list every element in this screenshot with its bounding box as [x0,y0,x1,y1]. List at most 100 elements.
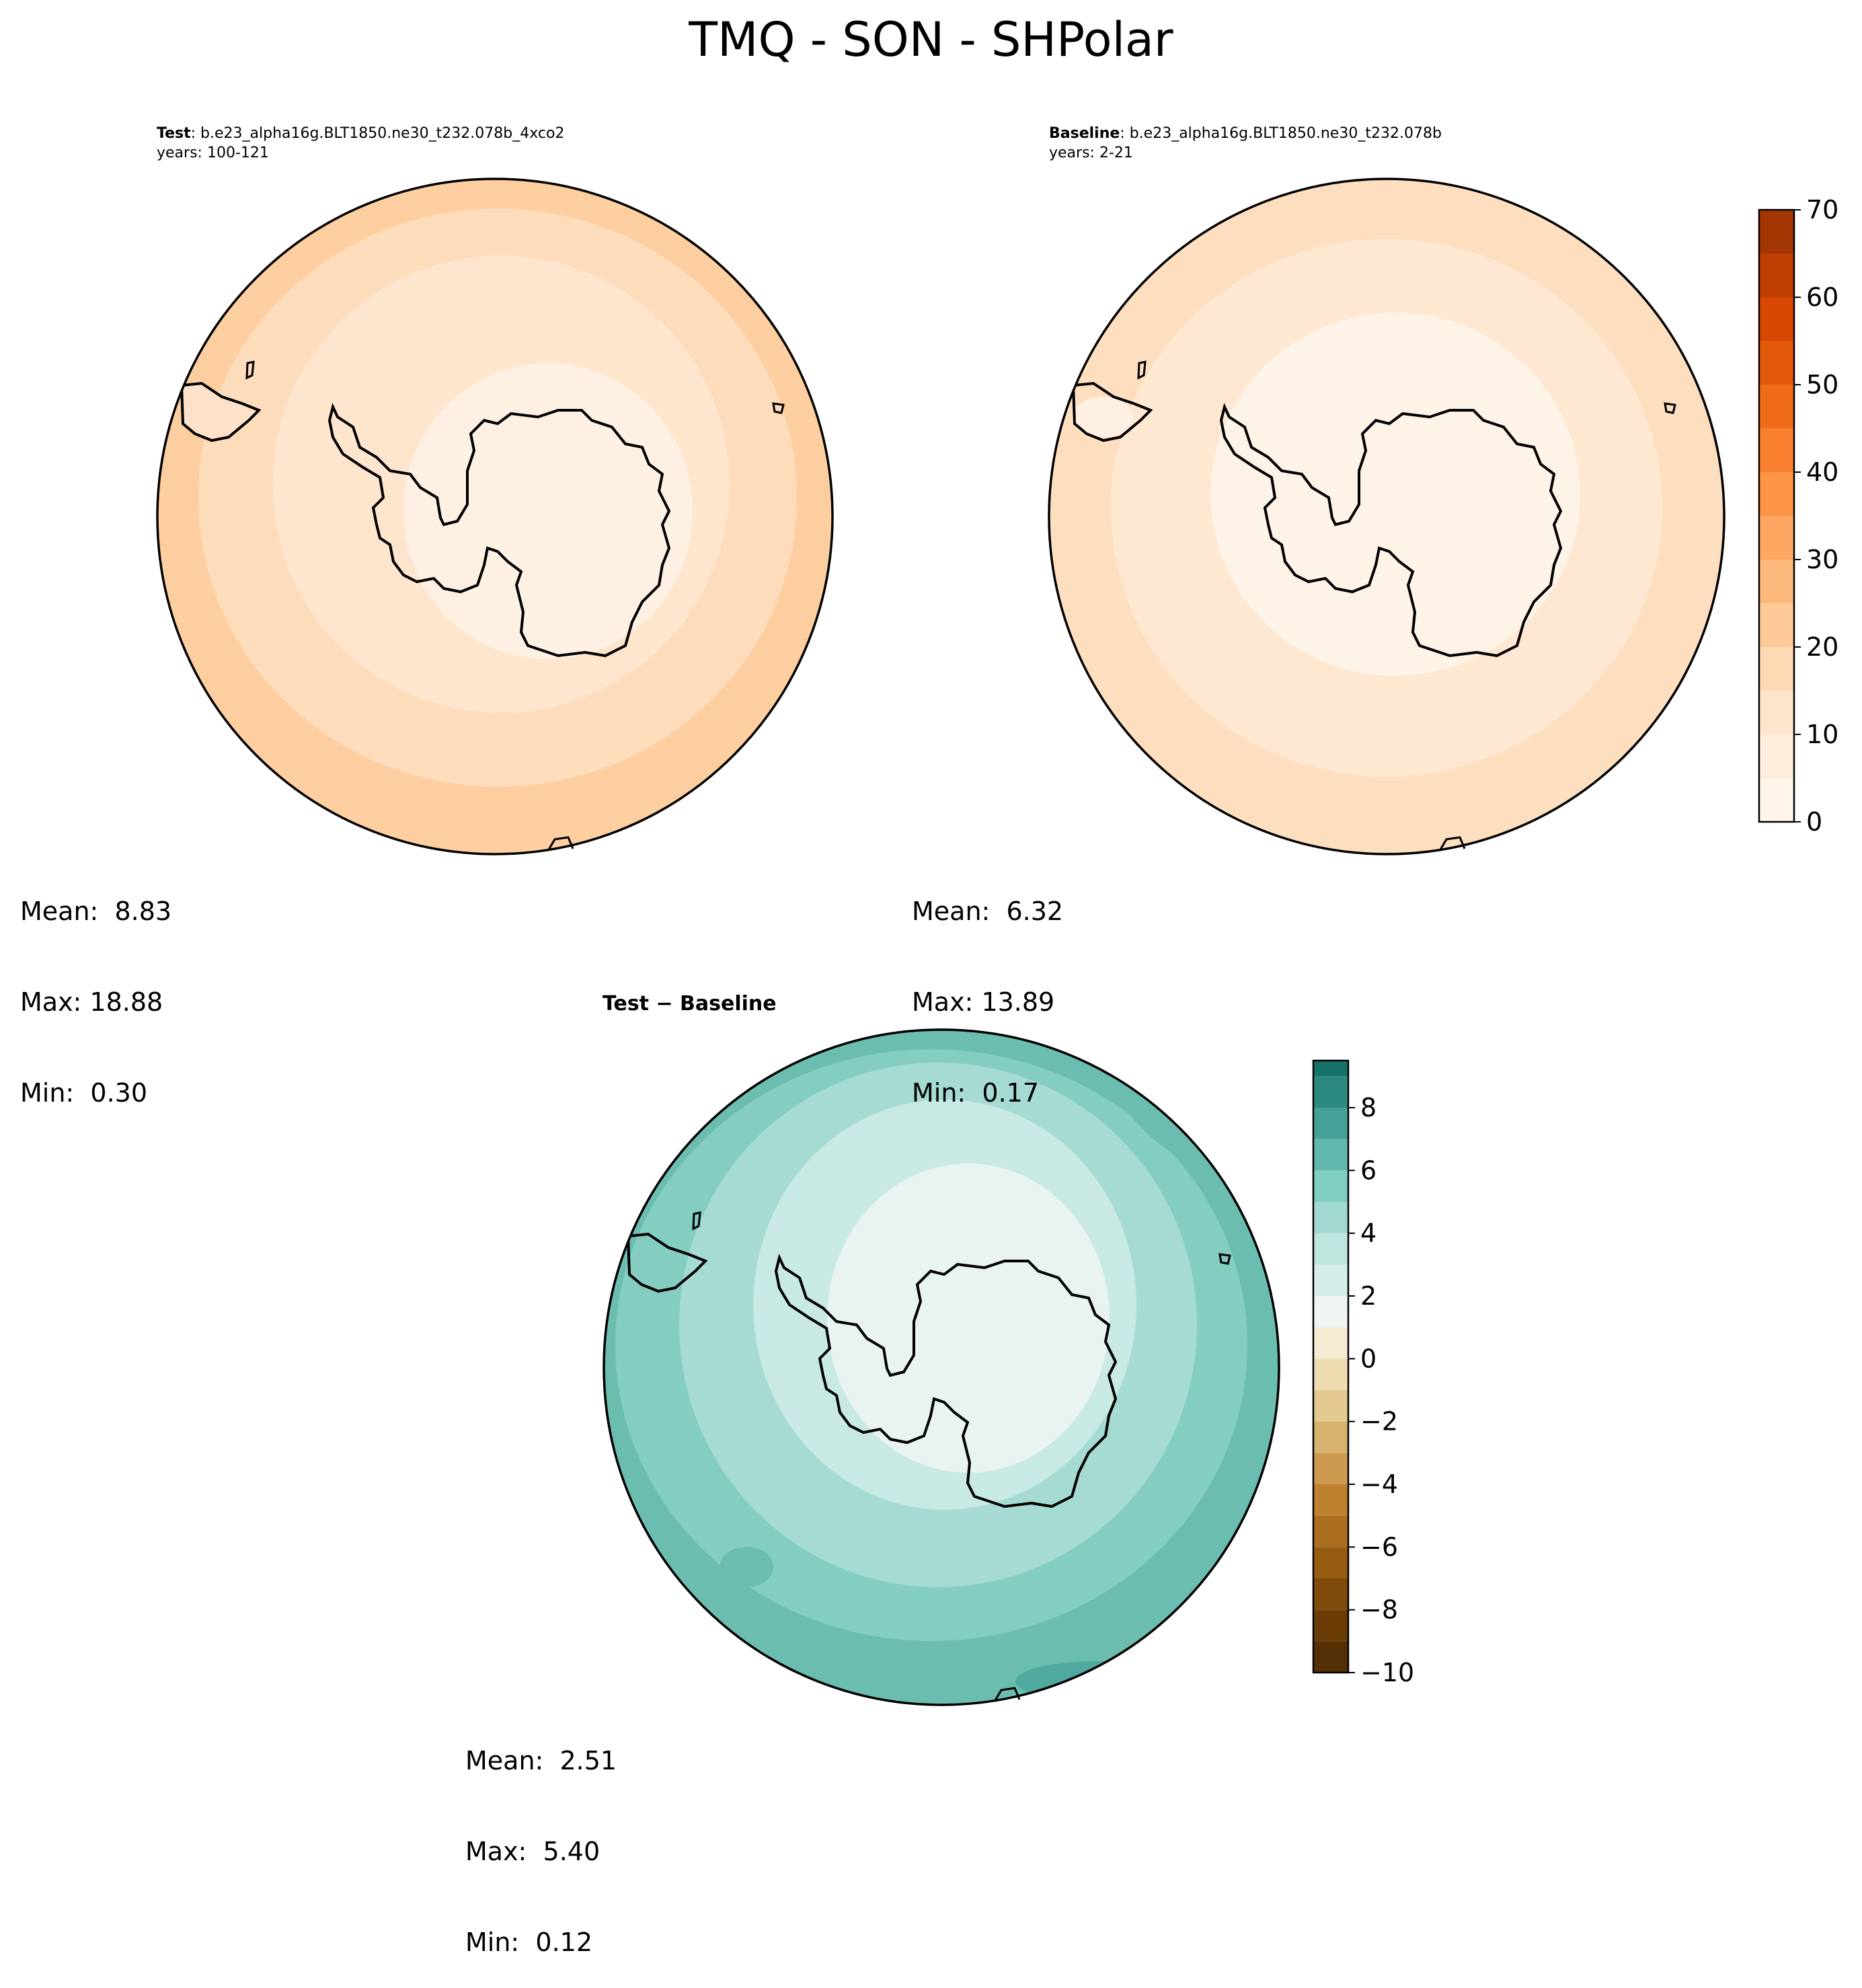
baseline-max: Max: 13.89 [912,987,1055,1017]
diff-colorbar-tick-label: 8 [1360,1093,1376,1122]
main-colorbar-segment [1759,254,1794,297]
test-case-name: : b.e23_alpha16g.BLT1850.ne30_t232.078b_… [190,125,565,142]
test-band-inner [403,363,693,659]
baseline-mean: Mean: 6.32 [912,896,1064,926]
test-island [547,836,574,851]
test-min: Min: 0.30 [20,1078,147,1108]
diff-colorbar-tick-label: 6 [1360,1155,1376,1185]
diff-colorbar-segment [1313,1484,1348,1516]
baseline-island [1664,402,1676,414]
diff-colorbar-segment [1313,1641,1348,1673]
main-colorbar-tick-label: 60 [1806,282,1838,312]
diff-max: Max: 5.40 [465,1837,600,1866]
test-stats: Mean: 8.83 Max: 18.88 Min: 0.30 [20,836,171,1139]
diff-colorbar-segment [1313,1515,1348,1547]
test-label: Test [157,125,191,142]
test-map [156,178,834,855]
test-south-america-tip [180,381,262,443]
main-colorbar-tick-label: 40 [1806,457,1838,487]
test-map-boundary [156,178,834,855]
test-years: years: 100-121 [157,145,269,161]
diff-colorbar-segment [1313,1202,1348,1233]
baseline-years: years: 2-21 [1049,145,1133,161]
baseline-island [1438,836,1466,851]
main-colorbar-segment [1759,734,1794,778]
diff-colorbar-segment [1313,1076,1348,1108]
diff-colorbar-tick-label: −6 [1360,1532,1398,1562]
baseline-south-america-tip [1071,381,1153,443]
diff-island [692,1211,701,1231]
main-colorbar-tick-label: 70 [1806,195,1838,225]
diff-colorbar-segment [1313,1170,1348,1202]
main-colorbar-tick-label: 30 [1806,545,1838,574]
main-colorbar-segment [1759,560,1794,603]
diff-colorbar-segment [1313,1139,1348,1171]
main-colorbar-tick-label: 20 [1806,632,1838,662]
diff-map-boundary [603,1028,1280,1706]
diff-min: Min: 0.12 [465,1927,592,1957]
diff-colorbar: 8 6 4 2 0 −2 −4 −6 −8 −10 [1312,1059,1414,1687]
baseline-min: Min: 0.17 [912,1078,1039,1108]
baseline-label: Baseline [1049,125,1120,142]
diff-colorbar-segment [1313,1390,1348,1422]
diff-colorbar-segment [1313,1609,1348,1642]
diff-island [993,1687,1021,1702]
diff-south-america-tip [626,1232,708,1293]
main-colorbar-segment [1759,210,1794,254]
diff-colorbar-segment [1313,1453,1348,1484]
diff-colorbar-segment [1313,1108,1348,1139]
main-colorbar-segment [1759,603,1794,647]
diff-colorbar-tick-label: −10 [1360,1658,1414,1687]
main-colorbar-tick-label: 0 [1806,807,1822,837]
main-colorbar-segment [1759,297,1794,341]
diff-colorbar-segment [1313,1359,1348,1390]
main-colorbar-segment [1759,647,1794,691]
main-colorbar-segment [1759,428,1794,472]
baseline-map-boundary [1048,178,1725,855]
baseline-band-patch [1073,397,1133,437]
baseline-stats: Mean: 6.32 Max: 13.89 Min: 0.17 [912,836,1063,1139]
baseline-map [1048,178,1725,855]
main-colorbar-tick-label: 10 [1806,720,1838,749]
diff-colorbar-segment [1313,1061,1348,1077]
main-colorbar-segment [1759,516,1794,560]
diff-stats: Mean: 2.51 Max: 5.40 Min: 0.12 [465,1685,617,1988]
diff-colorbar-segment [1313,1547,1348,1578]
main-colorbar-tick-label: 50 [1806,370,1838,399]
main-colorbar-segment [1759,385,1794,428]
diff-colorbar-segment [1313,1264,1348,1296]
diff-panel-title: Test − Baseline [603,992,777,1016]
baseline-island [1137,360,1147,380]
diff-colorbar-segment [1313,1233,1348,1265]
test-max: Max: 18.88 [20,987,163,1017]
main-colorbar-frame [1758,208,1795,823]
test-island [245,360,255,380]
main-colorbar-segment [1759,472,1794,516]
diff-colorbar-segment [1313,1327,1348,1359]
diff-colorbar-tick-label: −2 [1360,1407,1398,1437]
diff-colorbar-segment [1313,1296,1348,1328]
main-colorbar-segment [1759,341,1794,385]
diff-colorbar-tick-label: 2 [1360,1281,1376,1311]
baseline-band-inner [1210,313,1580,676]
diff-colorbar-tick-label: 4 [1360,1219,1376,1248]
diff-colorbar-tick-label: −4 [1360,1469,1398,1499]
diff-band-inner [827,1163,1110,1473]
diff-band-patch [720,1547,773,1587]
main-colorbar-segment [1759,691,1794,734]
diff-colorbar-segment [1313,1421,1348,1453]
test-island [772,402,785,414]
main-colorbar-segment [1759,778,1794,822]
diff-colorbar-tick-label: 0 [1360,1344,1376,1373]
diff-colorbar-frame [1312,1059,1350,1674]
diff-colorbar-segment [1313,1578,1348,1610]
diff-mean: Mean: 2.51 [465,1746,617,1775]
main-colorbar: 0 10 20 30 40 50 60 70 [1758,195,1838,837]
diff-island [1218,1253,1231,1265]
diff-colorbar-tick-label: −8 [1360,1595,1398,1625]
test-panel-header: Test: b.e23_alpha16g.BLT1850.ne30_t232.0… [157,124,564,163]
figure-title: TMQ - SON - SHPolar [689,12,1173,67]
test-mean: Mean: 8.83 [20,896,172,926]
baseline-panel-header: Baseline: b.e23_alpha16g.BLT1850.ne30_t2… [1049,124,1442,163]
